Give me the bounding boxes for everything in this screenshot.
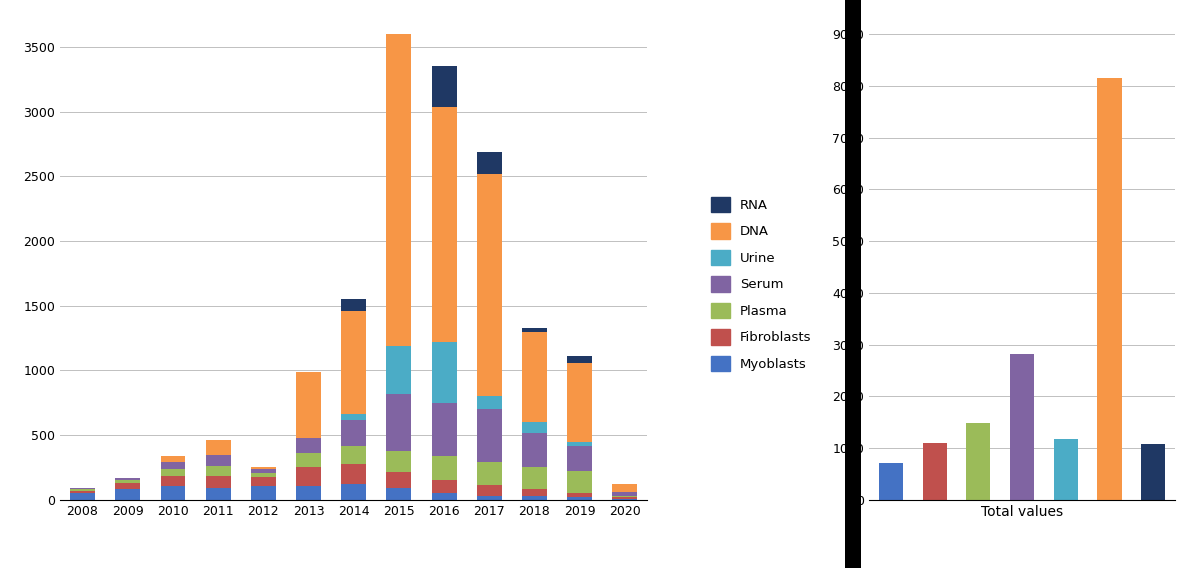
Bar (477, 462, 501, 485)
Bar (342, 445, 366, 464)
Bar (1141, 444, 1165, 500)
Bar (432, 107, 457, 342)
Bar (432, 480, 457, 492)
Bar (966, 423, 990, 500)
Bar (161, 457, 186, 462)
Bar (115, 478, 140, 481)
Bar (342, 311, 366, 415)
Bar (342, 420, 366, 445)
Bar (386, 450, 411, 472)
Bar (342, 485, 366, 500)
Bar (161, 469, 186, 476)
Bar (251, 486, 276, 500)
Bar (879, 462, 903, 500)
Bar (70, 488, 95, 490)
Bar (522, 421, 547, 433)
Bar (386, 346, 411, 394)
Bar (386, 472, 411, 487)
Bar (296, 486, 321, 500)
Bar (567, 364, 592, 442)
Bar (115, 490, 140, 500)
Bar (477, 408, 501, 462)
Bar (386, 0, 411, 346)
Bar (70, 491, 95, 494)
Bar (161, 486, 186, 500)
Bar (386, 394, 411, 450)
Bar (567, 492, 592, 497)
Bar (522, 496, 547, 500)
Bar (115, 483, 140, 490)
Bar (296, 373, 321, 438)
Bar (613, 497, 638, 499)
Bar (296, 438, 321, 453)
Bar (567, 497, 592, 500)
Bar (251, 473, 276, 477)
Bar (1097, 78, 1121, 500)
Bar (923, 444, 947, 500)
Bar (296, 453, 321, 467)
Bar (342, 299, 366, 311)
Bar (432, 342, 457, 403)
Bar (386, 487, 411, 500)
Bar (206, 440, 230, 455)
Bar (206, 487, 230, 500)
Bar (1054, 438, 1078, 500)
Bar (206, 466, 230, 476)
Bar (342, 464, 366, 485)
Bar (522, 433, 547, 467)
Legend: RNA, DNA, Urine, Serum, Plasma, Fibroblasts, Myoblasts: RNA, DNA, Urine, Serum, Plasma, Fibrobla… (711, 197, 812, 371)
Bar (206, 476, 230, 487)
Bar (342, 415, 366, 420)
Bar (477, 496, 501, 500)
Bar (1010, 354, 1035, 500)
Bar (522, 332, 547, 421)
Bar (432, 66, 457, 107)
Bar (613, 492, 638, 496)
Bar (613, 499, 638, 500)
Bar (613, 485, 638, 492)
Bar (567, 471, 592, 492)
Bar (296, 467, 321, 486)
Bar (251, 469, 276, 473)
Bar (115, 481, 140, 483)
Bar (161, 462, 186, 469)
Bar (70, 494, 95, 500)
Bar (477, 396, 501, 408)
Bar (432, 492, 457, 500)
Bar (613, 496, 638, 497)
Bar (161, 476, 186, 486)
Bar (477, 152, 501, 174)
Bar (432, 403, 457, 456)
Bar (432, 456, 457, 480)
Bar (567, 446, 592, 471)
Bar (522, 328, 547, 332)
Bar (70, 490, 95, 491)
Bar (477, 174, 501, 396)
Bar (522, 489, 547, 496)
Bar (567, 442, 592, 446)
Bar (251, 467, 276, 469)
Bar (251, 477, 276, 486)
Bar (206, 455, 230, 466)
Bar (477, 485, 501, 496)
Bar (522, 467, 547, 489)
Bar (567, 356, 592, 364)
